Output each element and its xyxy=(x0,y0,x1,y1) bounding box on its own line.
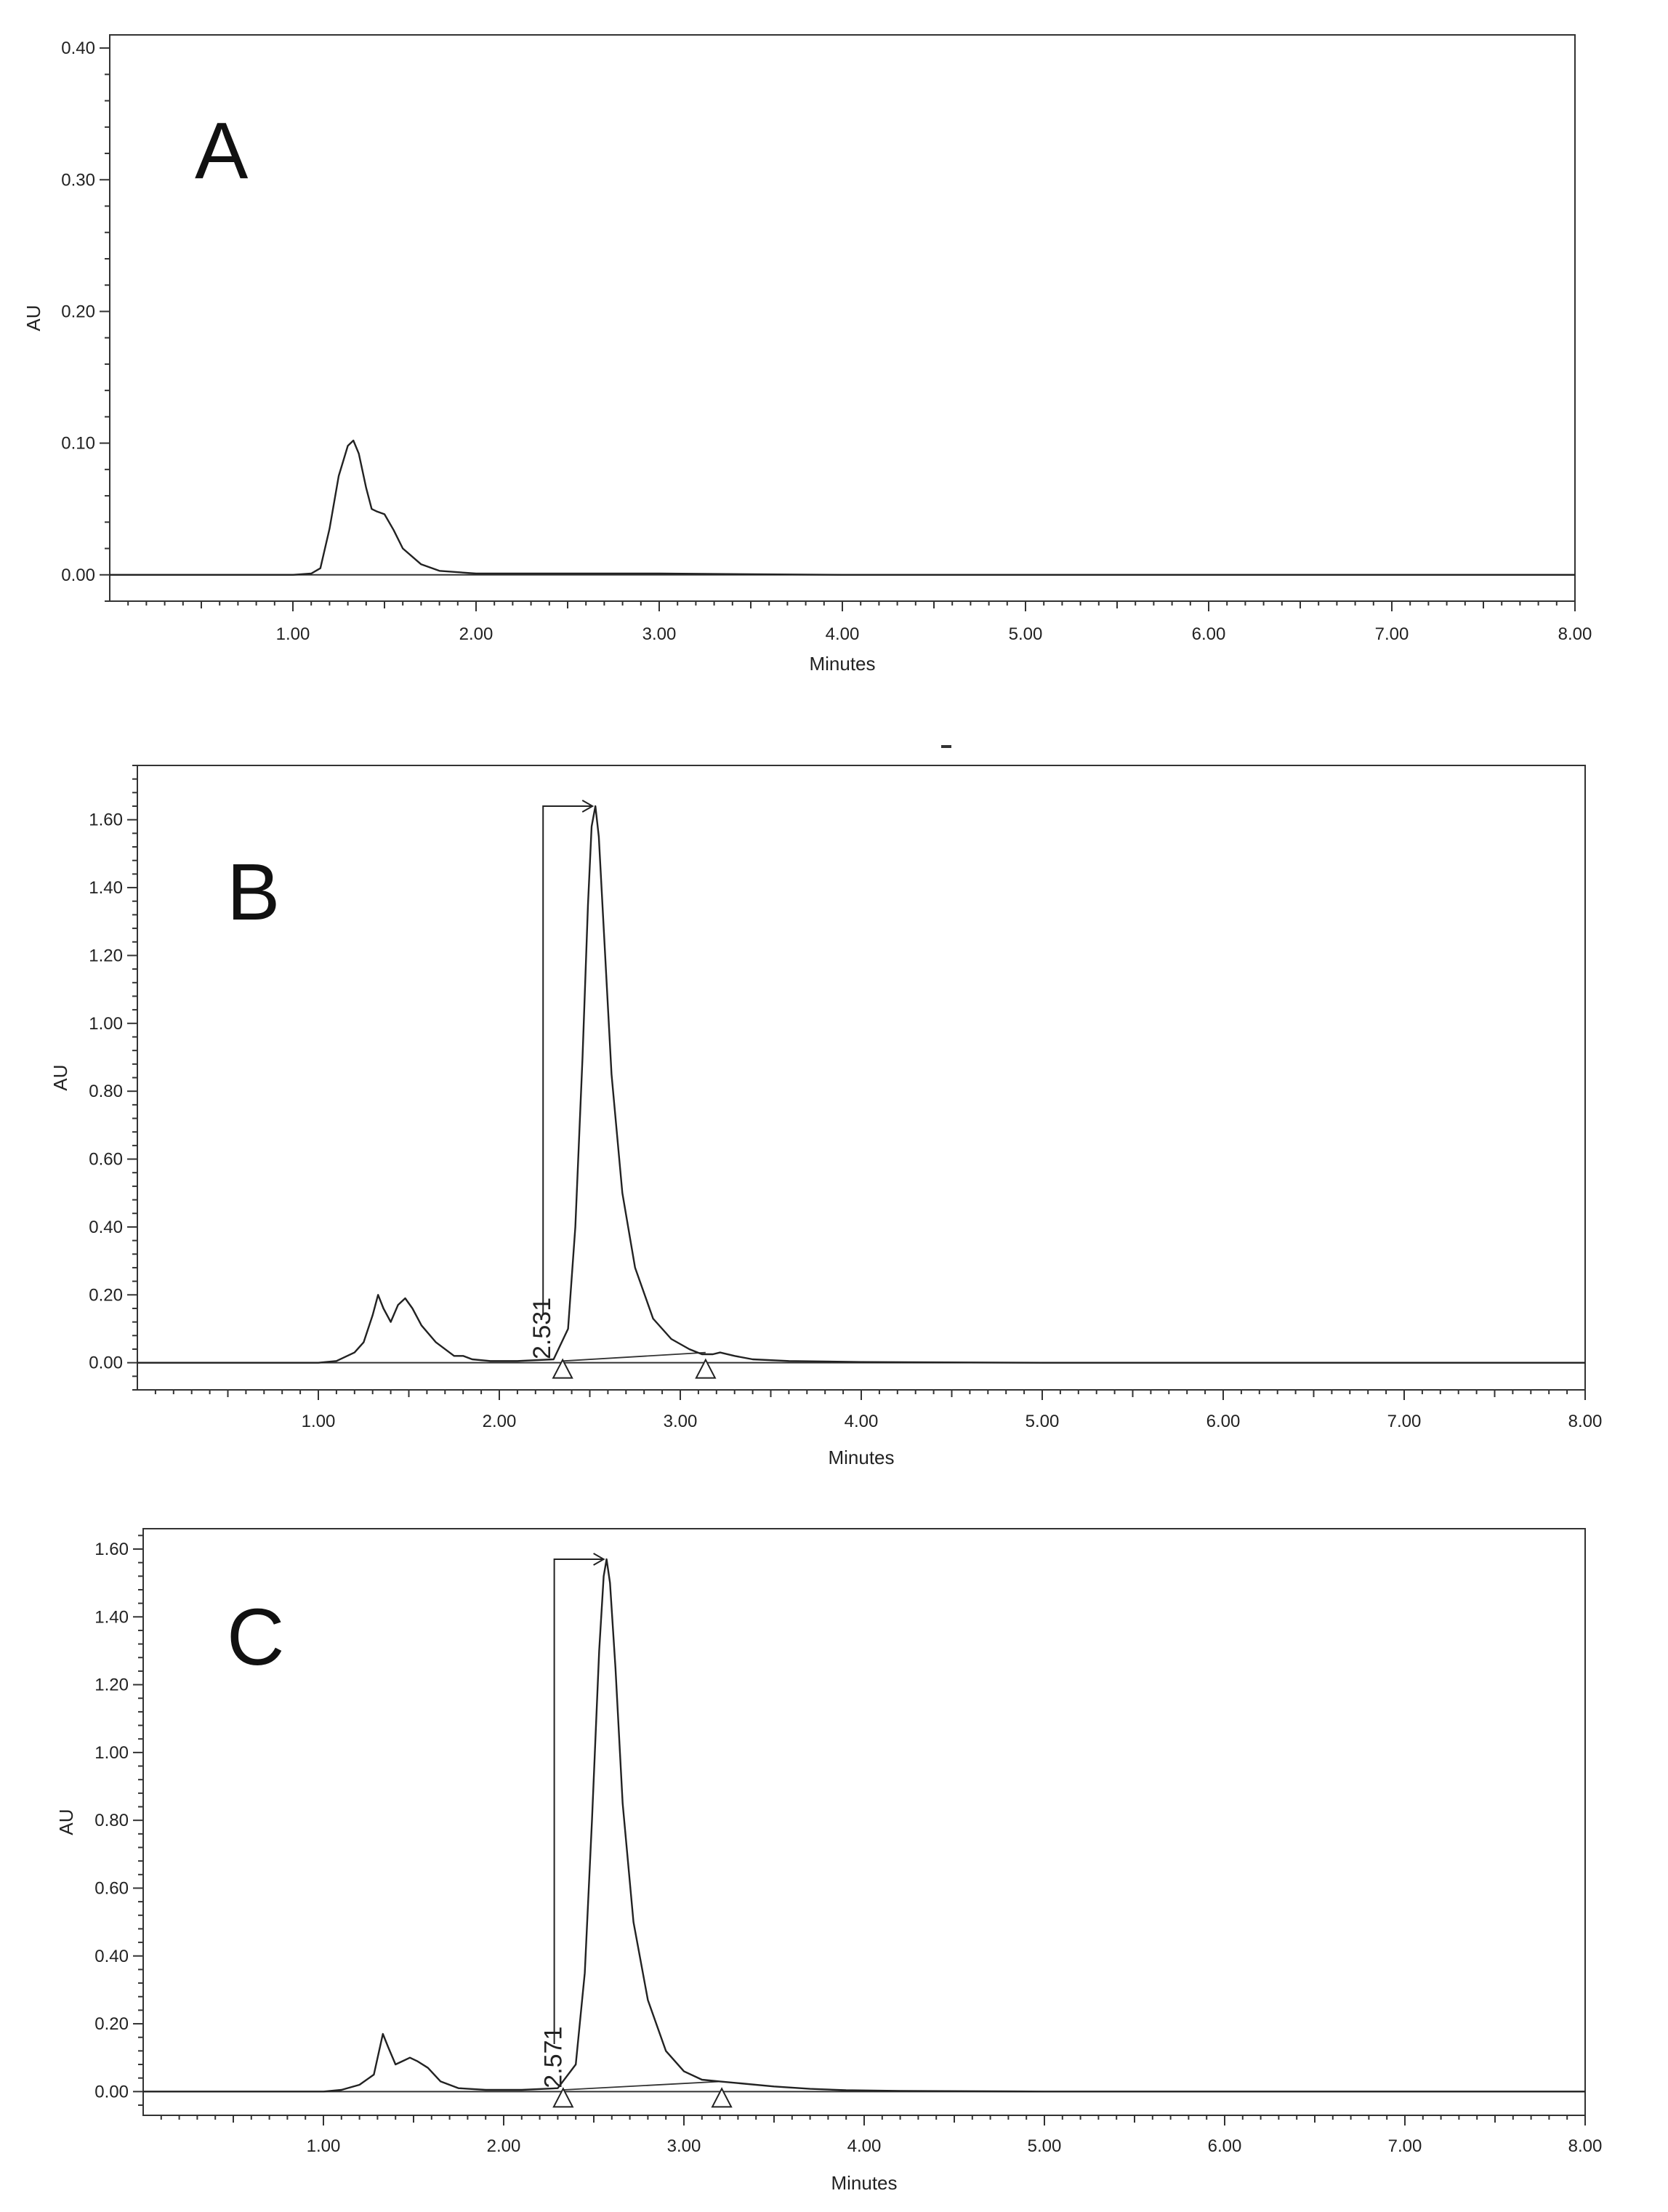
y-tick-label: 1.40 xyxy=(94,1607,129,1627)
peak-annotation-arrowhead xyxy=(593,1553,605,1566)
x-tick-label: 4.00 xyxy=(826,624,860,644)
x-tick-label: 5.00 xyxy=(1026,1412,1060,1431)
y-tick-label: 0.20 xyxy=(94,2014,129,2034)
x-axis-title: Minutes xyxy=(809,653,875,675)
y-tick-label: 1.00 xyxy=(94,1743,129,1763)
integration-baseline xyxy=(563,1351,706,1362)
y-axis-title: AU xyxy=(49,1064,71,1090)
y-axis-title: AU xyxy=(23,305,44,331)
y-tick-label: 0.80 xyxy=(94,1811,129,1830)
y-tick-label: 0.40 xyxy=(61,39,95,58)
x-tick-label: 1.00 xyxy=(307,2136,341,2156)
y-tick-label: 0.20 xyxy=(89,1285,123,1305)
y-tick-label: 1.00 xyxy=(89,1014,123,1034)
x-tick-label: 3.00 xyxy=(667,2136,701,2156)
panel-letter: B xyxy=(227,848,280,937)
x-tick-label: 1.00 xyxy=(302,1412,336,1431)
chromatogram-trace xyxy=(137,805,1585,1364)
y-tick-label: 0.40 xyxy=(89,1218,123,1237)
x-tick-label: 6.00 xyxy=(1192,624,1226,644)
plot-frame xyxy=(137,765,1586,1391)
x-tick-label: 5.00 xyxy=(1009,624,1043,644)
y-tick-label: 0.10 xyxy=(61,434,95,454)
x-tick-label: 2.00 xyxy=(459,624,493,644)
plot-frame xyxy=(142,1528,1586,2116)
x-tick-label: 5.00 xyxy=(1028,2136,1062,2156)
y-tick-label: 0.20 xyxy=(61,302,95,321)
y-tick-label: 0.30 xyxy=(61,170,95,190)
peak-annotation-leader xyxy=(553,1558,604,2045)
x-tick-label: 3.00 xyxy=(642,624,677,644)
y-tick-label: 0.60 xyxy=(89,1150,123,1170)
panel-letter: C xyxy=(227,1593,284,1682)
integration-marker xyxy=(552,1358,573,1379)
y-tick-label: 1.20 xyxy=(94,1676,129,1695)
x-tick-label: 6.00 xyxy=(1208,2136,1242,2156)
chromatogram-panel-a: 1.00 2.00 3.00 4.00 5.00 6.00 7.00 8.00 0.00 0.10… xyxy=(23,34,1592,675)
y-tick-label: 0.00 xyxy=(89,1354,123,1373)
integration-baseline xyxy=(563,2080,722,2091)
x-tick-label: 8.00 xyxy=(1558,624,1592,644)
y-tick-label: 0.00 xyxy=(94,2082,129,2102)
plot-frame xyxy=(109,34,1576,602)
peak-annotation-leader xyxy=(542,805,593,1316)
chromatogram-trace xyxy=(143,1558,1585,2093)
stray-dash-mark xyxy=(941,745,951,748)
chromatogram-panel-c: 1.00 2.00 3.00 4.00 5.00 6.00 7.00 8.00 0.00 0.20… xyxy=(55,1528,1603,2194)
peak-annotation-arrowhead xyxy=(581,800,595,813)
x-tick-label: 3.00 xyxy=(664,1412,698,1431)
integration-marker xyxy=(695,1358,717,1379)
x-tick-label: 7.00 xyxy=(1387,1412,1422,1431)
peak-retention-time-label: 2.531 xyxy=(528,1298,556,1359)
integration-marker xyxy=(711,2087,733,2108)
x-tick-label: 8.00 xyxy=(1568,2136,1603,2156)
y-tick-label: 0.40 xyxy=(94,1947,129,1966)
x-tick-label: 1.00 xyxy=(276,624,310,644)
x-tick-label: 6.00 xyxy=(1206,1412,1241,1431)
y-tick-label: 0.60 xyxy=(94,1878,129,1898)
integration-marker xyxy=(552,2087,574,2108)
peak-retention-time-label: 2.571 xyxy=(540,2027,568,2088)
y-tick-label: 0.80 xyxy=(89,1082,123,1101)
x-tick-label: 4.00 xyxy=(845,1412,879,1431)
x-tick-label: 7.00 xyxy=(1388,2136,1422,2156)
y-tick-label: 1.60 xyxy=(94,1540,129,1559)
x-tick-label: 7.00 xyxy=(1375,624,1409,644)
chromatogram-panel-b: 1.00 2.00 3.00 4.00 5.00 6.00 7.00 8.00 0.00 0.20… xyxy=(49,765,1602,1468)
x-axis-title: Minutes xyxy=(831,2172,897,2194)
y-tick-label: 0.00 xyxy=(61,566,95,585)
x-tick-label: 8.00 xyxy=(1568,1412,1603,1431)
chromatogram-trace xyxy=(110,439,1575,576)
y-tick-label: 1.20 xyxy=(89,946,123,965)
x-axis-title: Minutes xyxy=(828,1447,894,1468)
x-tick-label: 4.00 xyxy=(847,2136,882,2156)
y-tick-label: 1.60 xyxy=(89,811,123,830)
x-tick-label: 2.00 xyxy=(483,1412,517,1431)
x-tick-label: 2.00 xyxy=(487,2136,521,2156)
y-tick-label: 1.40 xyxy=(89,878,123,898)
panel-letter: A xyxy=(195,106,249,196)
y-axis-title: AU xyxy=(55,1809,77,1835)
